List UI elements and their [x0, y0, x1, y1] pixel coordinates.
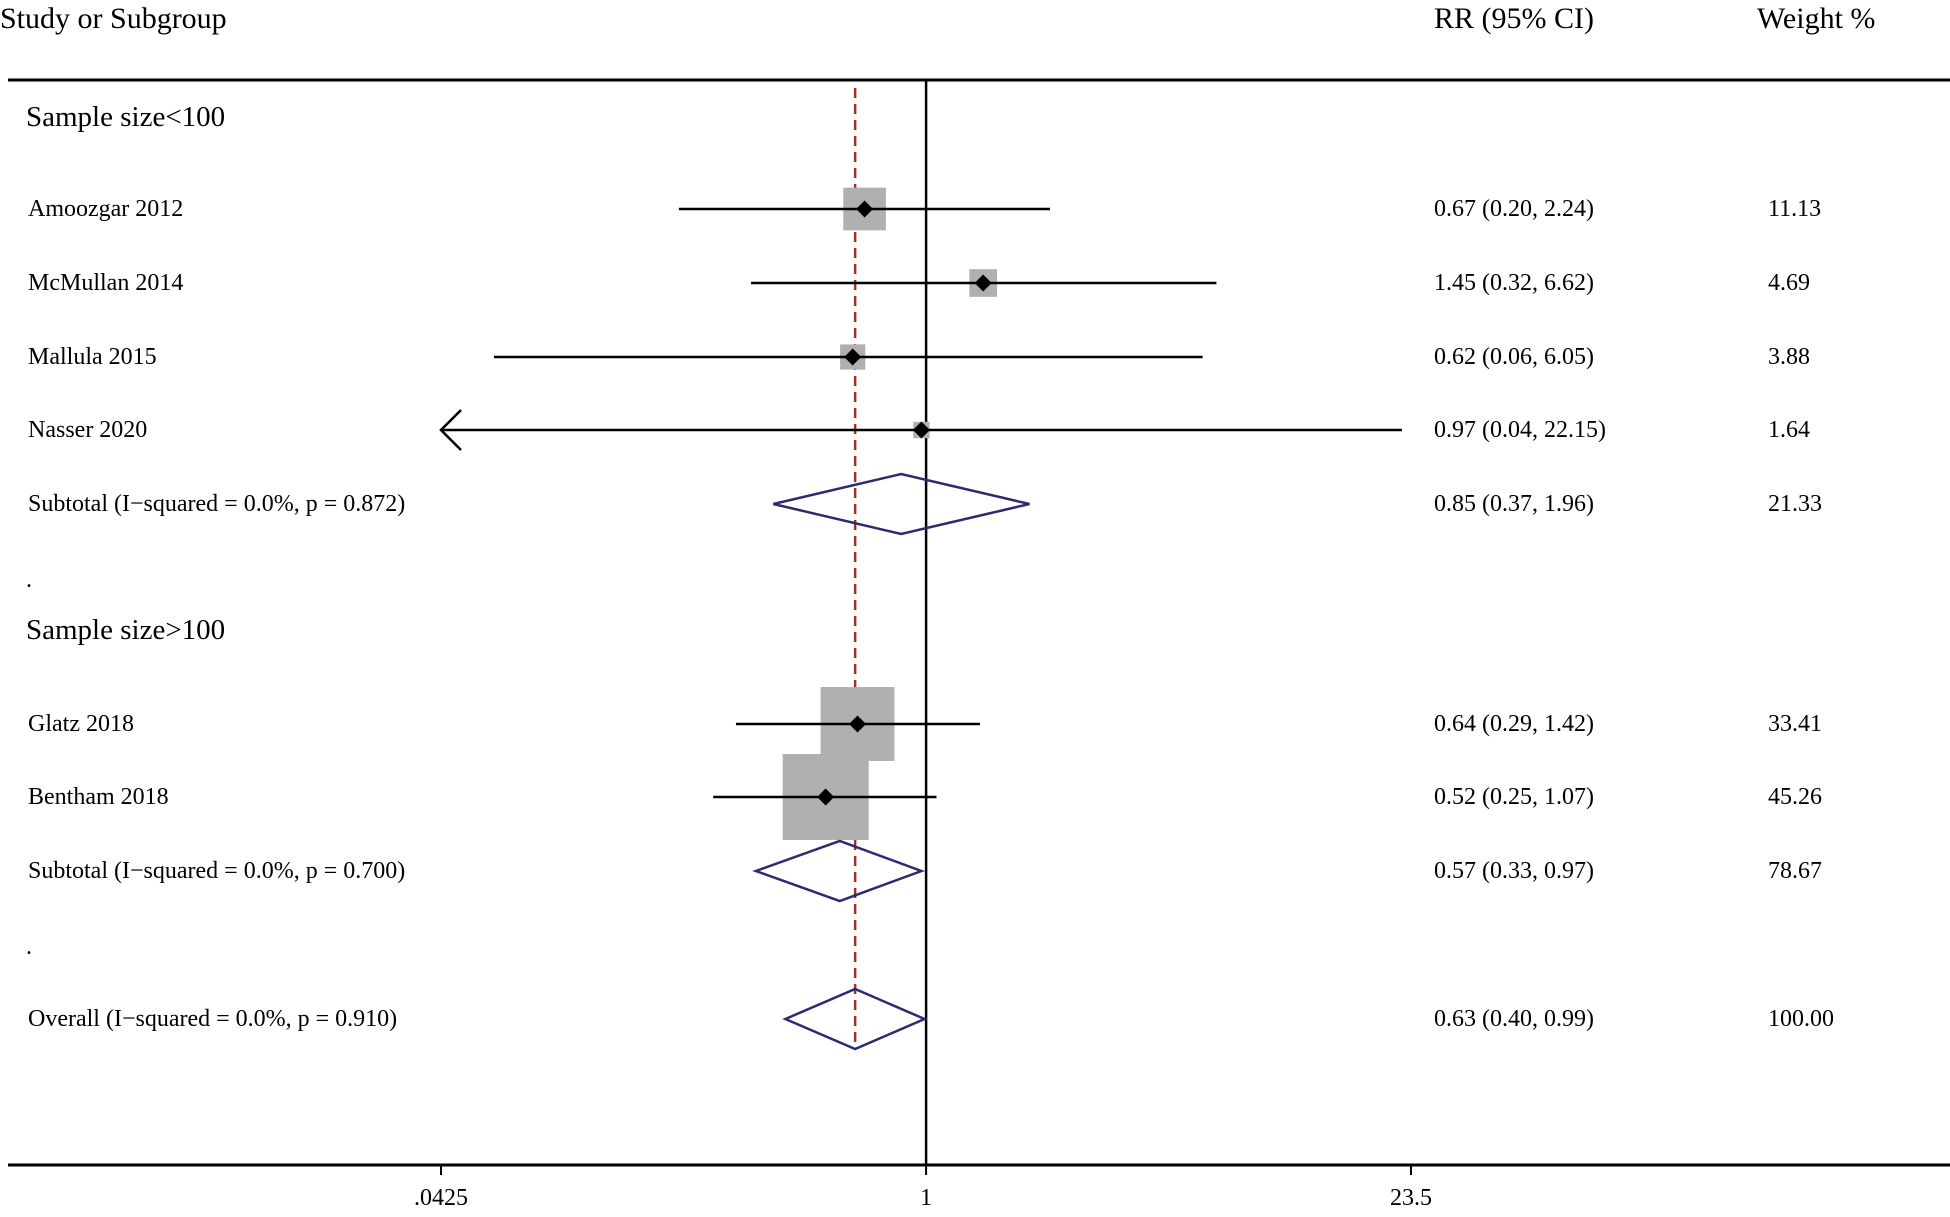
subgroup-heading: Sample size>100 [26, 614, 226, 646]
subtotal-label: Subtotal (I−squared = 0.0%, p = 0.872) [28, 491, 406, 517]
subtotal-label: Subtotal (I−squared = 0.0%, p = 0.700) [28, 858, 406, 884]
effect-ci-text: 0.67 (0.20, 2.24) [1434, 196, 1594, 222]
subtotal-diamond [752, 839, 926, 903]
subgroup-heading: Sample size<100 [26, 101, 226, 133]
effect-ci-text: 0.57 (0.33, 0.97) [1434, 858, 1594, 884]
study-label: Amoozgar 2012 [28, 196, 184, 222]
row-separator-dot: . [26, 567, 32, 593]
study-label: Bentham 2018 [28, 784, 169, 810]
effect-ci-text: 1.45 (0.32, 6.62) [1434, 270, 1594, 296]
point-estimate-marker [974, 274, 992, 292]
weight-text: 11.13 [1768, 196, 1822, 222]
point-estimate-marker [817, 788, 835, 806]
study-label: Nasser 2020 [28, 417, 148, 443]
point-estimate-marker [856, 200, 874, 218]
study-label: McMullan 2014 [28, 270, 184, 296]
x-tick-label: 23.5 [1390, 1185, 1432, 1211]
x-tick-label: .0425 [414, 1185, 468, 1211]
point-estimate-marker [849, 715, 867, 733]
header-effect: RR (95% CI) [1434, 2, 1594, 35]
effect-ci-text: 0.63 (0.40, 0.99) [1434, 1006, 1594, 1032]
effect-ci-text: 0.85 (0.37, 1.96) [1434, 491, 1594, 517]
weight-text: 3.88 [1768, 344, 1810, 370]
point-estimate-marker [844, 348, 862, 366]
weight-text: 1.64 [1768, 417, 1810, 443]
row-separator-dot: . [26, 934, 32, 960]
effect-ci-text: 0.62 (0.06, 6.05) [1434, 344, 1594, 370]
effect-ci-text: 0.97 (0.04, 22.15) [1434, 417, 1606, 443]
effect-ci-text: 0.52 (0.25, 1.07) [1434, 784, 1594, 810]
x-tick-label: 1 [920, 1185, 933, 1211]
weight-text: 45.26 [1768, 784, 1822, 810]
overall-diamond [782, 987, 928, 1051]
study-label: Mallula 2015 [28, 344, 157, 370]
weight-text: 100.00 [1768, 1006, 1834, 1032]
overall-label: Overall (I−squared = 0.0%, p = 0.910) [28, 1006, 398, 1032]
study-label: Glatz 2018 [28, 711, 134, 737]
weight-text: 33.41 [1768, 711, 1822, 737]
subtotal-diamond [773, 472, 1030, 536]
point-estimate-marker [912, 421, 930, 439]
header-study: Study or Subgroup [0, 2, 227, 35]
effect-ci-text: 0.64 (0.29, 1.42) [1434, 711, 1594, 737]
header-weight: Weight % [1757, 2, 1876, 35]
ci-arrow-left [439, 409, 462, 451]
weight-text: 21.33 [1768, 491, 1822, 517]
weight-text: 78.67 [1768, 858, 1822, 884]
weight-text: 4.69 [1768, 270, 1810, 296]
